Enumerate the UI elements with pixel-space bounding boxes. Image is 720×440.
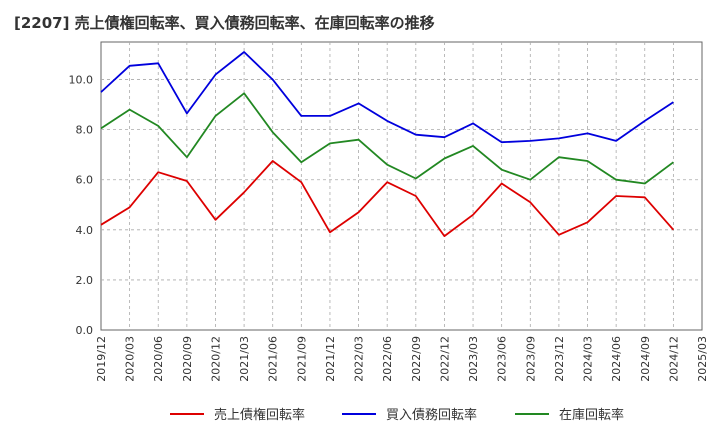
series-line-2 (100, 51, 674, 144)
x-tick-label: 2024/03 (582, 336, 595, 382)
x-tick-label: 2021/12 (324, 336, 337, 382)
x-tick-label: 2020/12 (209, 336, 222, 382)
x-tick-label: 2022/12 (438, 336, 451, 382)
legend-label-2: 買入債務回転率 (386, 407, 477, 423)
x-tick-label: 2020/09 (181, 336, 194, 382)
x-tick-label: 2021/03 (238, 336, 251, 382)
chart-title: [2207] 売上債権回転率、買入債務回転率、在庫回転率の推移 (14, 14, 435, 32)
x-tick-label: 2024/09 (639, 336, 652, 382)
x-tick-label: 2020/06 (152, 336, 165, 382)
y-tick-label: 0.0 (76, 324, 94, 337)
series-line-1 (100, 160, 675, 238)
legend-label-3: 在庫回転率 (559, 407, 624, 423)
x-tick-label: 2024/12 (667, 336, 680, 382)
y-tick-label: 2.0 (76, 274, 94, 287)
x-tick-label: 2020/03 (124, 336, 137, 382)
x-tick-label: 2023/09 (524, 336, 537, 382)
x-tick-label: 2023/06 (496, 336, 509, 382)
x-tick-label: 2025/03 (696, 336, 709, 382)
x-tick-label: 2024/06 (610, 336, 623, 382)
x-tick-label: 2022/03 (353, 336, 366, 382)
plot-frame (100, 41, 703, 331)
x-tick-label: 2023/12 (553, 336, 566, 382)
x-tick-label: 2022/09 (410, 336, 423, 382)
x-tick-label: 2021/06 (267, 336, 280, 382)
legend-label-1: 売上債権回転率 (214, 407, 305, 423)
y-tick-label: 4.0 (76, 224, 94, 237)
x-tick-label: 2019/12 (95, 336, 108, 382)
series-line-3 (100, 92, 674, 185)
y-tick-label: 8.0 (76, 124, 94, 137)
x-tick-label: 2023/03 (467, 336, 480, 382)
y-tick-label: 6.0 (76, 174, 94, 187)
x-tick-label: 2021/09 (295, 336, 308, 382)
x-tick-label: 2022/06 (381, 336, 394, 382)
y-tick-label: 10.0 (69, 74, 94, 87)
